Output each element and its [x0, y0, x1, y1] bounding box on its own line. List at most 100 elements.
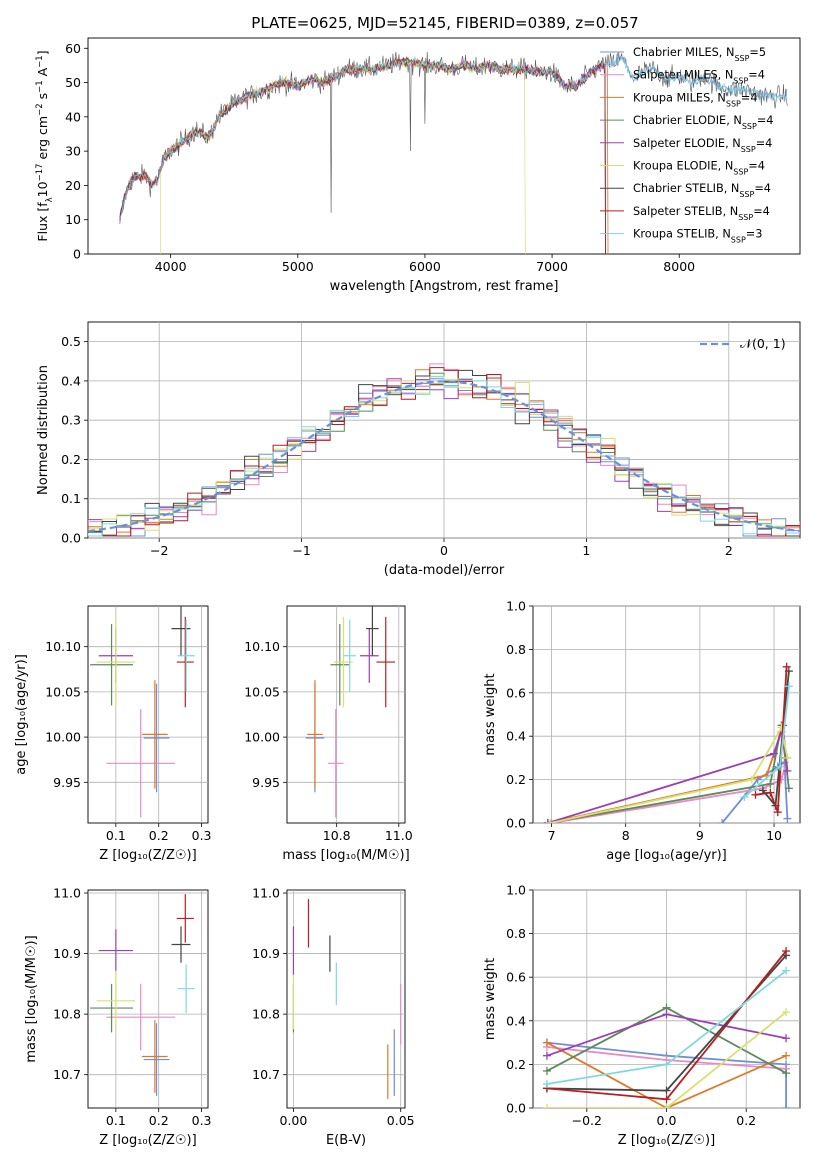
legend-nssp: 4: [758, 69, 765, 82]
y-axis-label-part: erg cm: [35, 116, 50, 164]
y-tick-label: 9.95: [252, 775, 280, 790]
weight-series: [546, 1011, 787, 1108]
y-tick-label: 20: [65, 178, 81, 193]
y-tick-label: 10.7: [53, 1067, 81, 1082]
y-tick-label: 10.05: [244, 684, 280, 699]
y-axis-label: mass weight: [483, 673, 498, 755]
legend-eq: =: [756, 137, 765, 150]
x-axis-label: wavelength [Angstrom, rest frame]: [330, 279, 559, 294]
y-tick-label: 11.0: [53, 886, 81, 901]
y-tick-label: 0.1: [61, 491, 81, 506]
y-tick-label: 0.4: [506, 1013, 526, 1028]
legend-eq: =: [757, 114, 766, 127]
legend-label: Salpeter ELODIE, NSSP=4: [633, 137, 772, 154]
x-tick-label: −2: [150, 543, 168, 558]
legend-sub: SSP: [734, 54, 749, 63]
y-tick-label: 10.10: [45, 639, 81, 654]
y-axis-label-part: −17: [35, 163, 45, 181]
axes-frame: [87, 37, 801, 255]
y-tick-label: 10.9: [252, 946, 280, 961]
y-tick-label: 60: [65, 41, 81, 56]
y-axis-label-part: A: [35, 67, 50, 80]
y-tick-label: 10.10: [244, 639, 280, 654]
axes-spectrum: 4000 5000 6000 7000 8000 0 10 20 30 40 50 60 wavelen…: [35, 37, 801, 294]
x-tick-label: 8000: [663, 259, 695, 274]
legend-name: Chabrier STELIB: [633, 182, 724, 195]
y-tick-label: 10.7: [252, 1067, 280, 1082]
legend-sub: SSP: [739, 190, 754, 199]
errorbar-points: [90, 894, 195, 1096]
weight-series: [547, 731, 787, 823]
legend-nssp: 4: [766, 114, 773, 127]
y-tick-label: 0.8: [506, 926, 526, 941]
legend-name: Salpeter ELODIE: [633, 137, 725, 150]
y-axis-label-part: 10: [35, 181, 50, 197]
x-tick-label: 10.8: [323, 828, 351, 843]
figure-title: PLATE=0625, MJD=52145, FIBERID=0389, z=0…: [251, 14, 638, 32]
spectrum-lines: [119, 51, 788, 254]
x-axis-label: E(B-V): [326, 1133, 366, 1148]
spectrum-model-line: [119, 58, 609, 254]
legend-label: Kroupa MILES, NSSP=4: [633, 91, 758, 108]
x-tick-label: 7000: [536, 259, 568, 274]
weight-series: [549, 724, 789, 823]
y-tick-label: 0.2: [61, 452, 81, 467]
y-tick-label: 40: [65, 109, 81, 124]
legend-nssp: 3: [755, 228, 762, 241]
legend-label: Salpeter MILES, NSSP=4: [633, 69, 765, 86]
legend-sub: SSP: [738, 212, 753, 221]
errorbar-points: [292, 899, 402, 1099]
x-tick-label: 2: [725, 543, 733, 558]
axes-age_vs_mass: 10.8 11.0 9.95 10.00 10.05 10.10 mass [log₁₀(M…: [244, 605, 413, 863]
y-tick-label: 10.00: [244, 730, 280, 745]
y-axis-label: Normed distribution: [36, 365, 51, 495]
x-tick-label: −0.2: [572, 1113, 602, 1128]
weight-lines: [542, 947, 791, 1108]
x-tick-label: 11.0: [385, 828, 413, 843]
spectrum-model-line: [119, 55, 788, 219]
y-tick-label: 1.0: [506, 883, 526, 898]
y-axis-label: mass weight: [483, 958, 498, 1040]
axes-mw_vs_age: 7 8 9 10 0.0 0.2 0.4 0.6 0.8 1.0 age [log₁₀(age/yr…: [483, 599, 801, 863]
y-tick-label: 0.3: [61, 413, 81, 428]
weight-series: [546, 1041, 787, 1108]
legend-n: , N: [719, 46, 735, 59]
x-axis-label: Z [log₁₀(Z/Z☉)]: [99, 848, 196, 863]
legend-sub: SSP: [733, 76, 748, 85]
legend-n: , N: [718, 160, 734, 173]
legend-eq: =: [746, 228, 755, 241]
legend-n: , N: [710, 91, 726, 104]
spectrum-model-line: [119, 56, 606, 254]
x-tick-label: −1: [292, 543, 310, 558]
legend-name: Chabrier ELODIE: [633, 114, 726, 127]
y-tick-label: 0.4: [61, 373, 81, 388]
y-tick-label: 0.0: [61, 531, 81, 546]
legend-nssp: 4: [763, 205, 770, 218]
y-tick-label: 10.00: [45, 730, 81, 745]
x-tick-label: 4000: [155, 259, 187, 274]
y-axis-label-part: Flux [f: [35, 202, 50, 242]
legend-eq: =: [753, 205, 762, 218]
y-axis-label-part: ]: [35, 50, 50, 55]
axes-mw_vs_Z: −0.2 0.0 0.2 0.0 0.2 0.4 0.6 0.8 1.0 Z [log₁₀(Z/Z…: [483, 883, 801, 1148]
axes-mass_vs_ebv: 0.00 0.05 10.7 10.8 10.9 11.0 E(B-V): [252, 886, 414, 1148]
legend-name: Kroupa MILES: [633, 91, 710, 104]
x-tick-label: 0.2: [149, 1113, 169, 1128]
y-tick-label: 10.8: [252, 1007, 280, 1022]
y-tick-label: 0.0: [506, 816, 526, 831]
legend-label: Kroupa STELIB, NSSP=3: [633, 228, 762, 245]
y-tick-label: 30: [65, 144, 81, 159]
histogram-series: [88, 367, 800, 537]
y-tick-label: 0: [73, 247, 81, 262]
legend-eq: =: [754, 182, 763, 195]
legend-sub: SSP: [741, 144, 756, 153]
x-tick-label: 0.2: [736, 1113, 756, 1128]
x-tick-label: 10: [766, 828, 782, 843]
x-axis-label: Z [log₁₀(Z/Z☉)]: [99, 1133, 196, 1148]
y-axis-label: Flux [fλ10−17 erg cm−2 s−1 A−1]: [35, 50, 55, 241]
y-axis-label-part: −1: [35, 55, 45, 68]
legend-name: Kroupa STELIB: [633, 228, 715, 241]
legend-sub: SSP: [742, 122, 757, 131]
y-axis-label-part: λ: [45, 197, 55, 202]
